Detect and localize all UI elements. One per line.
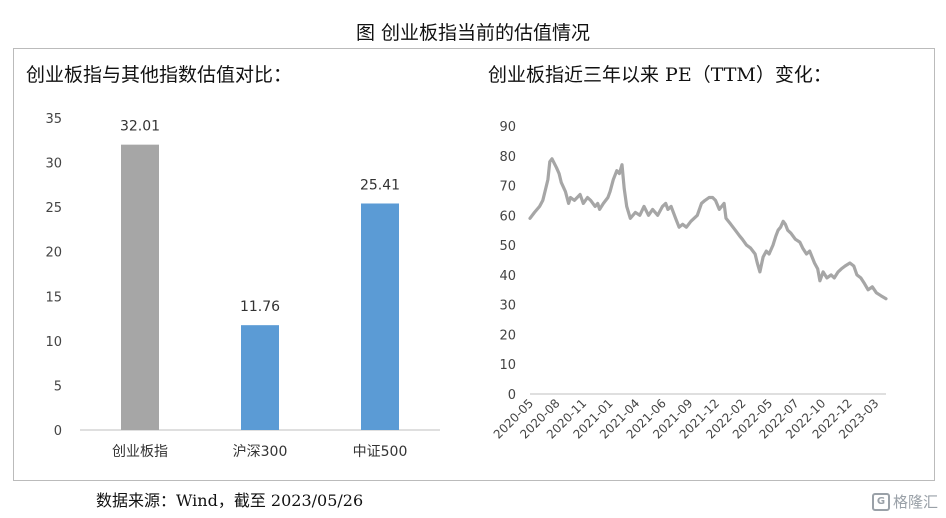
bar-category-label: 创业板指: [112, 444, 168, 460]
line-y-tick-label: 70: [499, 180, 516, 195]
bar-y-tick-label: 25: [45, 201, 62, 216]
frame-right-line: [934, 48, 935, 480]
line-y-axis: 0 10 20 30 40 50 60 70 80 90: [499, 120, 886, 403]
line-chart: 0 10 20 30 40 50 60 70 80 90 2020-052020-082020-1…: [491, 120, 888, 442]
bar-series: [121, 144, 399, 430]
bar-y-tick-label: 30: [45, 157, 62, 172]
bar-data-labels: 32.01 11.76 25.41: [120, 119, 400, 316]
bar-category-label: 沪深300: [233, 444, 288, 460]
bar-data-label: 25.41: [360, 177, 400, 193]
line-y-tick-label: 10: [499, 358, 516, 373]
bar-chart: 0 5 10 15 20 25 30 35 32.01 11.76 25.41 创业板指 沪深300…: [45, 112, 440, 460]
line-y-tick-label: 90: [499, 120, 516, 135]
bar-chart-title: 创业板指与其他指数估值对比：: [26, 64, 293, 86]
pe-ttm-line: [528, 157, 888, 301]
line-y-tick-label: 60: [499, 209, 516, 224]
watermark-text: 格隆汇: [892, 493, 938, 511]
line-y-tick-label: 40: [499, 269, 516, 284]
bar-y-tick-label: 20: [45, 246, 62, 261]
bar: [361, 203, 399, 430]
bar-data-label: 32.01: [120, 119, 160, 135]
bar-y-tick-label: 5: [54, 379, 62, 394]
line-y-tick-label: 20: [499, 328, 516, 343]
line-y-tick-label: 80: [499, 150, 516, 165]
line-y-tick-label: 0: [508, 388, 516, 403]
line-y-tick-label: 50: [499, 239, 516, 254]
bar-y-tick-label: 0: [54, 424, 62, 439]
watermark-logo-icon: G: [871, 492, 890, 511]
bar-category-labels: 创业板指 沪深300 中证500: [112, 444, 407, 460]
bar: [241, 325, 279, 430]
frame-left-line: [13, 48, 14, 480]
frame-top-line: [13, 48, 935, 49]
line-chart-title: 创业板指近三年以来 PE（TTM）变化：: [488, 64, 832, 86]
bar-y-tick-label: 35: [45, 112, 62, 127]
line-y-tick-label: 30: [499, 299, 516, 314]
line-series: [528, 157, 888, 301]
bar-y-tick-label: 15: [45, 290, 62, 305]
bar-category-label: 中证500: [353, 444, 408, 460]
bar: [121, 144, 159, 430]
bar-y-tick-label: 10: [45, 335, 62, 350]
line-x-axis: 2020-052020-082020-112021-012021-042021-…: [491, 396, 882, 441]
watermark: G 格隆汇: [871, 491, 938, 512]
source-note: 数据来源：Wind，截至 2023/05/26: [96, 491, 364, 510]
figure-title: 图 创业板指当前的估值情况: [355, 22, 591, 44]
bar-data-label: 11.76: [240, 299, 280, 315]
frame-bottom-line: [13, 480, 935, 481]
